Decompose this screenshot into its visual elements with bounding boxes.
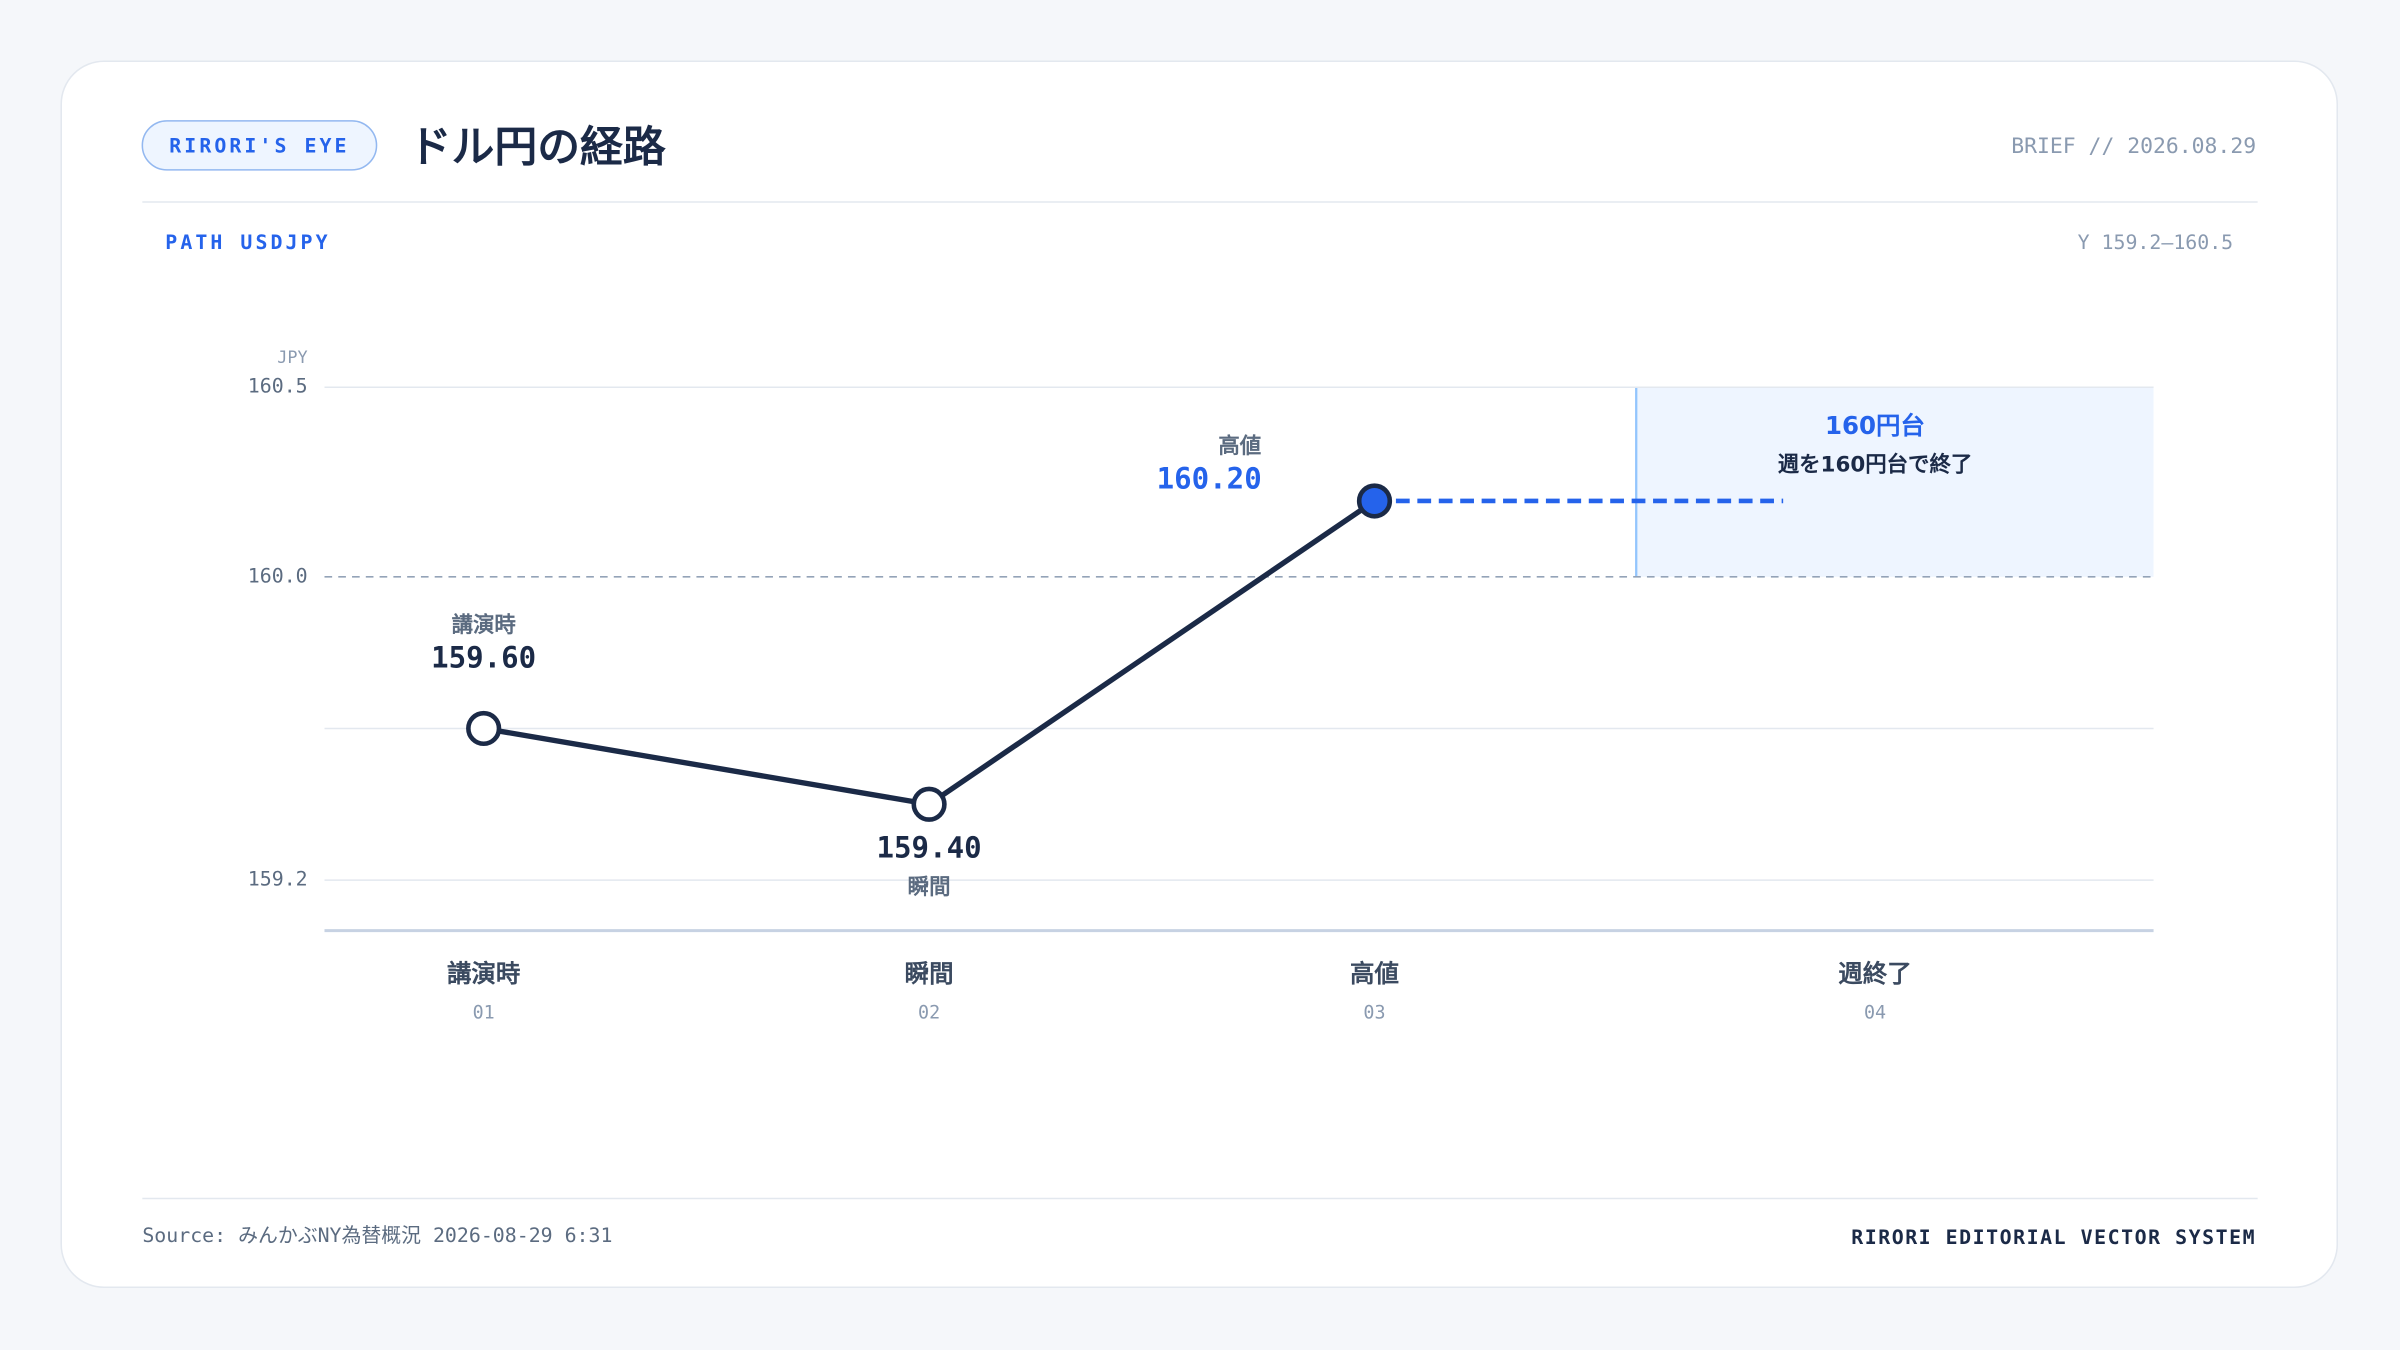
point-name: 瞬間 — [908, 875, 951, 900]
band-text: 週を160円台で終了 — [1778, 451, 1973, 477]
card — [60, 60, 2339, 1289]
range-note: Y 159.2–160.5 — [2078, 231, 2234, 254]
x-tick-label: 講演時 — [447, 959, 521, 988]
x-tick-label: 高値 — [1350, 959, 1399, 988]
y-unit: JPY — [277, 347, 307, 367]
y-tick-label: 160.0 — [248, 564, 308, 587]
badge — [141, 120, 378, 171]
band — [1636, 387, 2154, 577]
y-tick-label: 159.2 — [248, 868, 308, 891]
point-name: 高値 — [1218, 433, 1261, 459]
point — [1356, 483, 1393, 519]
x-tick-code: 03 — [1363, 1002, 1385, 1023]
x-tick-label: 週終了 — [1838, 959, 1911, 988]
x-tick-code: 04 — [1864, 1002, 1886, 1023]
value-label: 160.20 — [1157, 462, 1262, 496]
x-tick-label: 瞬間 — [905, 959, 954, 988]
point — [911, 786, 947, 822]
value-label: 159.60 — [431, 641, 536, 675]
x-tick-code: 01 — [473, 1002, 495, 1023]
band-label: 160円台 — [1825, 411, 1925, 440]
value-label: 159.40 — [877, 830, 982, 864]
brief: BRIEF // 2026.08.29 — [2011, 134, 2256, 159]
source: Source: みんかぶNY為替概況 2026-08-29 6:31 — [142, 1224, 612, 1247]
badge-text: RIRORI'S EYE — [169, 134, 349, 157]
x-tick-code: 02 — [918, 1002, 940, 1023]
title: ドル円の経路 — [409, 123, 666, 173]
system-label: RIRORI EDITORIAL VECTOR SYSTEM — [1851, 1226, 2256, 1249]
point-name: 講演時 — [452, 612, 517, 638]
point — [466, 710, 502, 747]
panel-label: PATH USDJPY — [165, 231, 330, 254]
y-tick-label: 160.5 — [248, 375, 308, 398]
